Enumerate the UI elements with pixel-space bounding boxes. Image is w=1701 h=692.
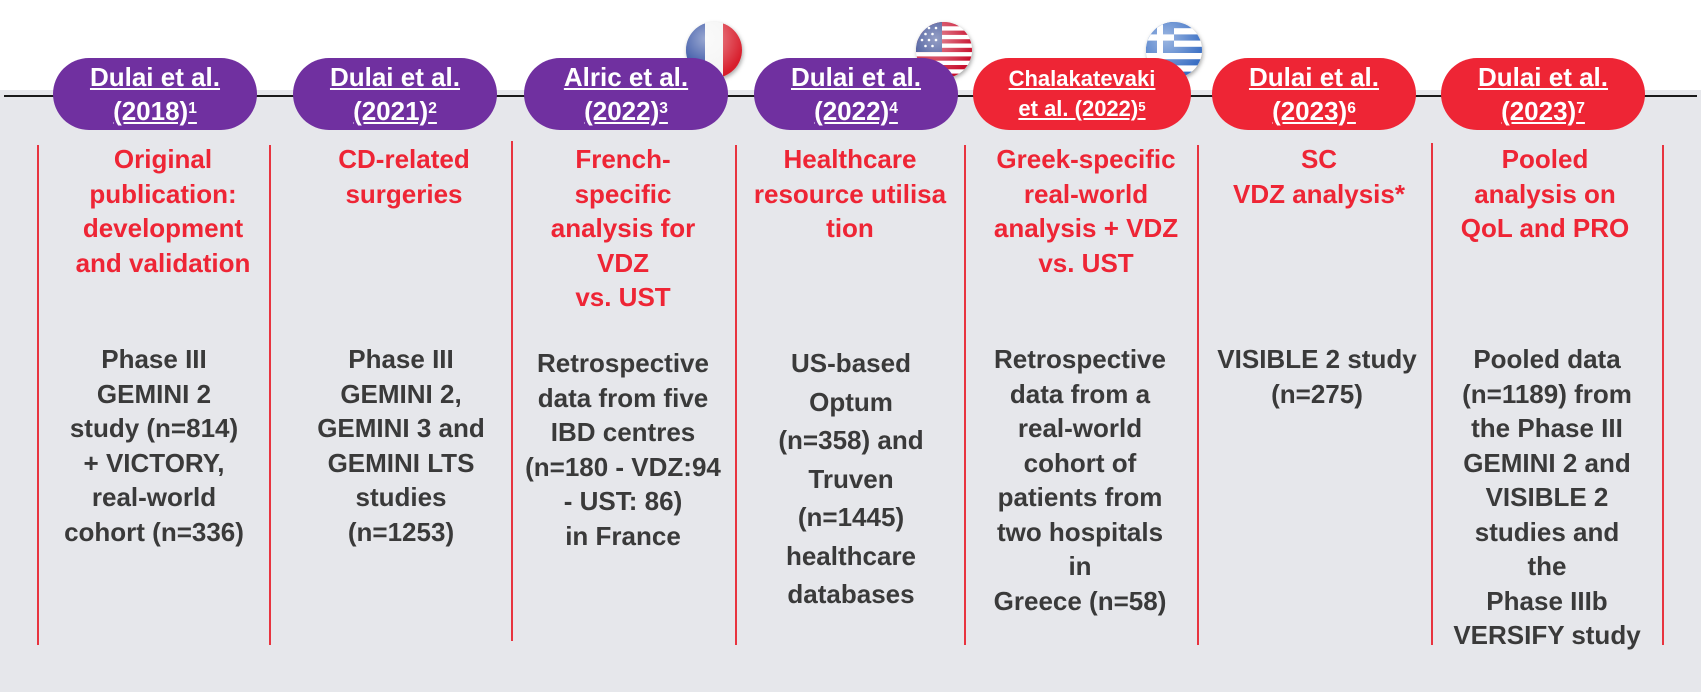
column-divider (37, 145, 39, 645)
study-year: (2022) (814, 96, 890, 126)
study-description: Pooled data (n=1189) from the Phase III … (1453, 344, 1641, 650)
study-year: (2022) (584, 96, 660, 126)
study-pill-dulai-2022: Dulai et al. (2022)4 (754, 58, 958, 130)
content-panel (0, 90, 1701, 692)
study-title: French- specific analysis for VDZ vs. US… (550, 144, 696, 312)
study-description: Retrospective data from five IBD centres… (525, 348, 721, 551)
study-pill-alric-2022: Alric et al. (2022)3 (524, 58, 728, 130)
study-ref: 7 (1576, 100, 1585, 117)
study-title: Healthcare resource utilisa tion (753, 144, 947, 243)
study-year: (2021) (353, 96, 429, 126)
study-pill-dulai-2023-pooled: Dulai et al. (2023)7 (1441, 58, 1645, 130)
study-pill-dulai-2021: Dulai et al. (2021)2 (293, 58, 497, 130)
column-divider (964, 145, 966, 645)
study-author: Dulai et al. (1477, 62, 1609, 92)
column-divider (1431, 143, 1433, 645)
study-author: Dulai et al. (329, 62, 461, 92)
study-ref: 5 (1138, 99, 1146, 114)
study-author: Chalakatevaki (1008, 66, 1156, 91)
study-description: Phase III GEMINI 2, GEMINI 3 and GEMINI … (317, 344, 485, 547)
study-title: Original publication: development and va… (75, 144, 251, 278)
study-ref: 4 (889, 100, 898, 117)
study-author: Dulai et al. (89, 62, 221, 92)
column-divider (735, 145, 737, 645)
study-pill-dulai-2023-sc: Dulai et al. (2023)6 (1212, 58, 1416, 130)
study-author: Alric et al. (563, 62, 689, 92)
study-title: Pooled analysis on QoL and PRO (1460, 144, 1630, 243)
column-divider (1197, 145, 1199, 645)
study-author: Dulai et al. (1248, 62, 1380, 92)
study-author: Dulai et al. (790, 62, 922, 92)
study-year: (2023) (1272, 96, 1348, 126)
study-title: Greek-specific real-world analysis + VDZ… (993, 144, 1179, 278)
study-year: et al. (2022) (1018, 96, 1139, 121)
study-pill-chalakatevaki-2022: Chalakatevaki et al. (2022)5 (973, 58, 1191, 130)
column-divider (511, 141, 513, 641)
study-ref: 1 (188, 100, 197, 117)
study-title: SC VDZ analysis* (1233, 144, 1405, 209)
study-description: US-based Optum (n=358) and Truven (n=144… (778, 348, 924, 609)
study-ref: 2 (428, 100, 437, 117)
study-ref: 6 (1347, 100, 1356, 117)
study-year: (2018) (113, 96, 189, 126)
study-pill-dulai-2018: Dulai et al. (2018)1 (53, 58, 257, 130)
study-description: VISIBLE 2 study (n=275) (1217, 344, 1417, 409)
study-description: Phase III GEMINI 2 study (n=814) + VICTO… (64, 344, 244, 547)
study-year: (2023) (1501, 96, 1577, 126)
column-divider (269, 145, 271, 645)
study-ref: 3 (659, 100, 668, 117)
study-title: CD-related surgeries (338, 144, 470, 209)
study-description: Retrospective data from a real-world coh… (993, 344, 1167, 616)
column-divider (1662, 145, 1664, 645)
